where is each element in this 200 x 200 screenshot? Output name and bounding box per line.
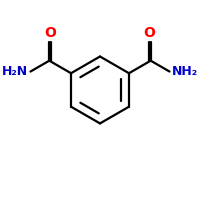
- Text: O: O: [144, 26, 156, 40]
- Text: O: O: [44, 26, 56, 40]
- Text: H₂N: H₂N: [2, 65, 28, 78]
- Text: NH₂: NH₂: [172, 65, 198, 78]
